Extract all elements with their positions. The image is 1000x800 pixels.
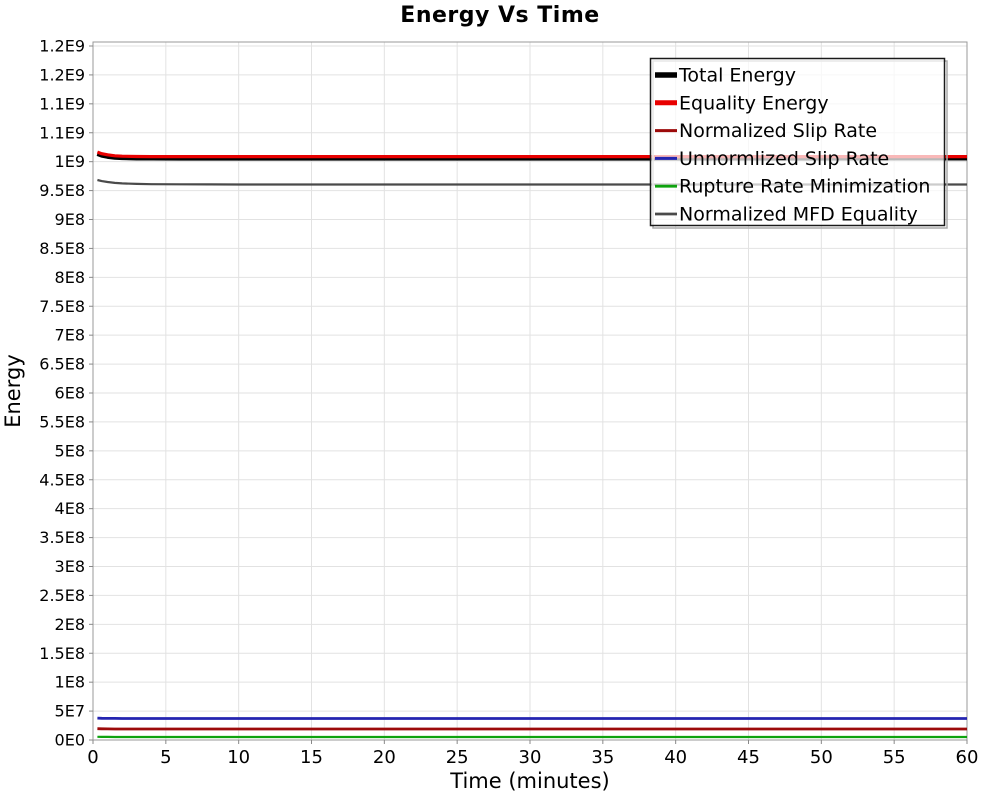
x-tick-label: 50: [810, 747, 833, 768]
legend: Total Energy Equality Energy Normalized Sl…: [649, 57, 948, 229]
legend-label: Equality Energy: [679, 92, 829, 114]
y-tick-label: 4.5E8: [39, 470, 85, 489]
y-tick-label: 1.1E9: [39, 94, 85, 113]
y-tick-label: 5E8: [55, 441, 85, 460]
x-tick-label: 40: [664, 747, 687, 768]
x-tick-label: 30: [519, 747, 542, 768]
x-tick-label: 25: [446, 747, 469, 768]
legend-label: Normalized MFD Equality: [679, 204, 918, 226]
axis-labels: Energy Time (minutes): [1, 354, 610, 793]
y-axis-title: Energy: [1, 354, 25, 428]
y-tick-label: 2.5E8: [39, 586, 85, 605]
series-layer: [96, 150, 967, 739]
y-tick-label: 9E8: [55, 210, 85, 229]
y-tick-label: 2E8: [55, 615, 85, 634]
y-tick-label: 0E0: [55, 731, 85, 750]
y-tick-label: 1.2E9: [39, 65, 85, 84]
y-tick-label: 1.5E8: [39, 644, 85, 663]
x-tick-label: 55: [883, 747, 906, 768]
tick-layer: 0E05E71E81.5E82E82.5E83E83.5E84E84.5E85E…: [39, 37, 978, 769]
x-tick-label: 0: [87, 747, 98, 768]
x-tick-label: 60: [956, 747, 979, 768]
y-tick-label: 8.5E8: [39, 239, 85, 258]
legend-label: Unnormlized Slip Rate: [679, 148, 889, 170]
legend-label: Total Energy: [678, 65, 796, 87]
y-tick-label: 1.1E9: [39, 123, 85, 142]
x-tick-label: 20: [373, 747, 396, 768]
y-tick-label: 6.5E8: [39, 355, 85, 374]
y-tick-label: 4E8: [55, 499, 85, 518]
chart-title: Energy Vs Time: [400, 3, 600, 28]
legend-box: [649, 57, 946, 227]
y-tick-label: 5E7: [55, 702, 85, 721]
y-tick-label: 3E8: [55, 557, 85, 576]
x-tick-label: 45: [737, 747, 760, 768]
y-tick-label: 5.5E8: [39, 412, 85, 431]
legend-label: Rupture Rate Minimization: [679, 176, 930, 198]
y-tick-label: 1E8: [55, 673, 85, 692]
y-tick-label: 1E9: [55, 152, 85, 171]
y-tick-label: 8E8: [55, 268, 85, 287]
x-tick-label: 10: [227, 747, 250, 768]
x-tick-label: 35: [591, 747, 614, 768]
y-tick-label: 7.5E8: [39, 297, 85, 316]
x-tick-label: 15: [300, 747, 323, 768]
y-tick-label: 6E8: [55, 384, 85, 403]
y-tick-label: 9.5E8: [39, 181, 85, 200]
x-tick-label: 5: [160, 747, 171, 768]
y-tick-label: 7E8: [55, 326, 85, 345]
legend-label: Normalized Slip Rate: [679, 120, 877, 142]
y-tick-label: 3.5E8: [39, 528, 85, 547]
x-axis-title: Time (minutes): [449, 769, 609, 793]
y-tick-label: 1.2E9: [39, 37, 85, 56]
